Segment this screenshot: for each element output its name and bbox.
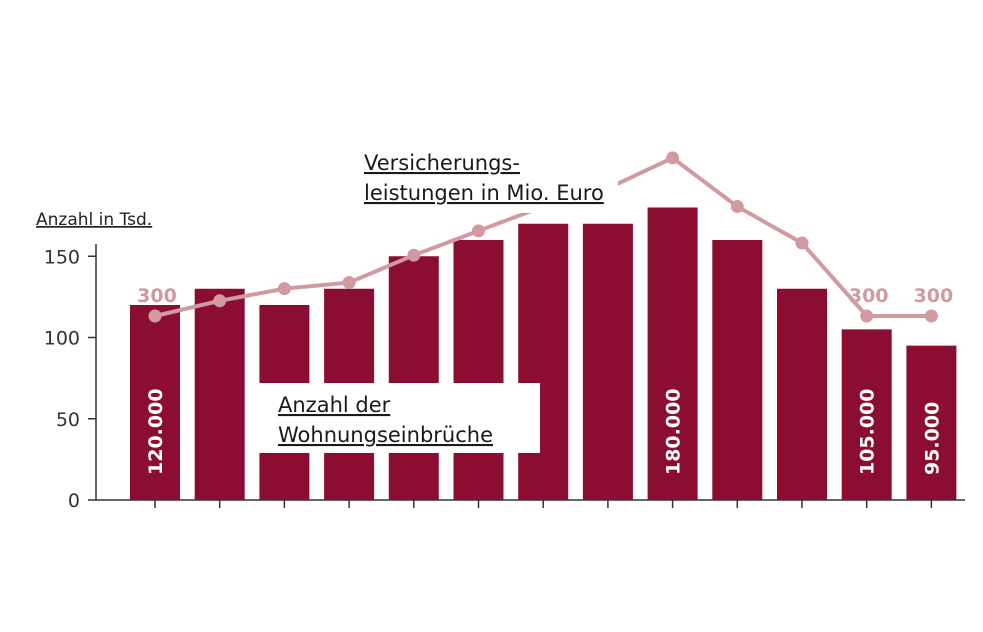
- bars: [130, 207, 957, 500]
- line-point: [924, 309, 938, 323]
- bar-value-label: 180.000: [663, 388, 685, 475]
- bar: [712, 240, 763, 500]
- annotations: Anzahl der Wohnungseinbrüche Versicherun…: [258, 145, 618, 453]
- bar: [194, 288, 245, 500]
- bar: [582, 223, 633, 500]
- y-axis-title: Anzahl in Tsd.: [36, 210, 152, 230]
- y-tick-label: 100: [44, 328, 80, 350]
- line-point: [213, 294, 227, 308]
- bar: [388, 256, 439, 500]
- line-value-label: 300: [914, 285, 954, 307]
- bar-value-label: 105.000: [857, 388, 879, 475]
- line-point: [472, 224, 485, 238]
- bar-annotation-line-1: Anzahl der: [278, 393, 391, 417]
- bar: [906, 345, 957, 500]
- line-value-label: 300: [849, 285, 889, 307]
- line-point: [277, 282, 291, 296]
- line-point: [860, 309, 874, 323]
- bar: [518, 223, 569, 500]
- bar-labels: 120.000 180.000 105.000 95.000: [145, 388, 943, 475]
- line-point: [407, 248, 421, 262]
- line-point: [730, 200, 744, 214]
- line-annotation-line-2: leistungen in Mio. Euro: [364, 181, 604, 205]
- bar: [453, 240, 504, 500]
- bar: [647, 207, 698, 500]
- line-point: [148, 309, 162, 323]
- line-value-label: 300: [137, 285, 177, 307]
- line-point: [795, 236, 809, 250]
- bar: [841, 329, 892, 500]
- line-annotation-line-1: Versicherungs-: [364, 151, 520, 175]
- line-point: [342, 276, 356, 290]
- bar-annotation-line-2: Wohnungseinbrüche: [278, 423, 493, 447]
- y-tick-label: 0: [68, 490, 80, 512]
- line-annotation-box: [356, 145, 618, 213]
- y-tick-label: 50: [56, 409, 80, 431]
- bar-value-label: 95.000: [921, 402, 943, 475]
- bar: [130, 305, 180, 500]
- bar-value-label: 120.000: [145, 388, 167, 475]
- bar: [777, 288, 827, 500]
- y-tick-label: 150: [44, 246, 80, 268]
- bar-annotation-box: [258, 383, 540, 453]
- line-point: [666, 151, 680, 165]
